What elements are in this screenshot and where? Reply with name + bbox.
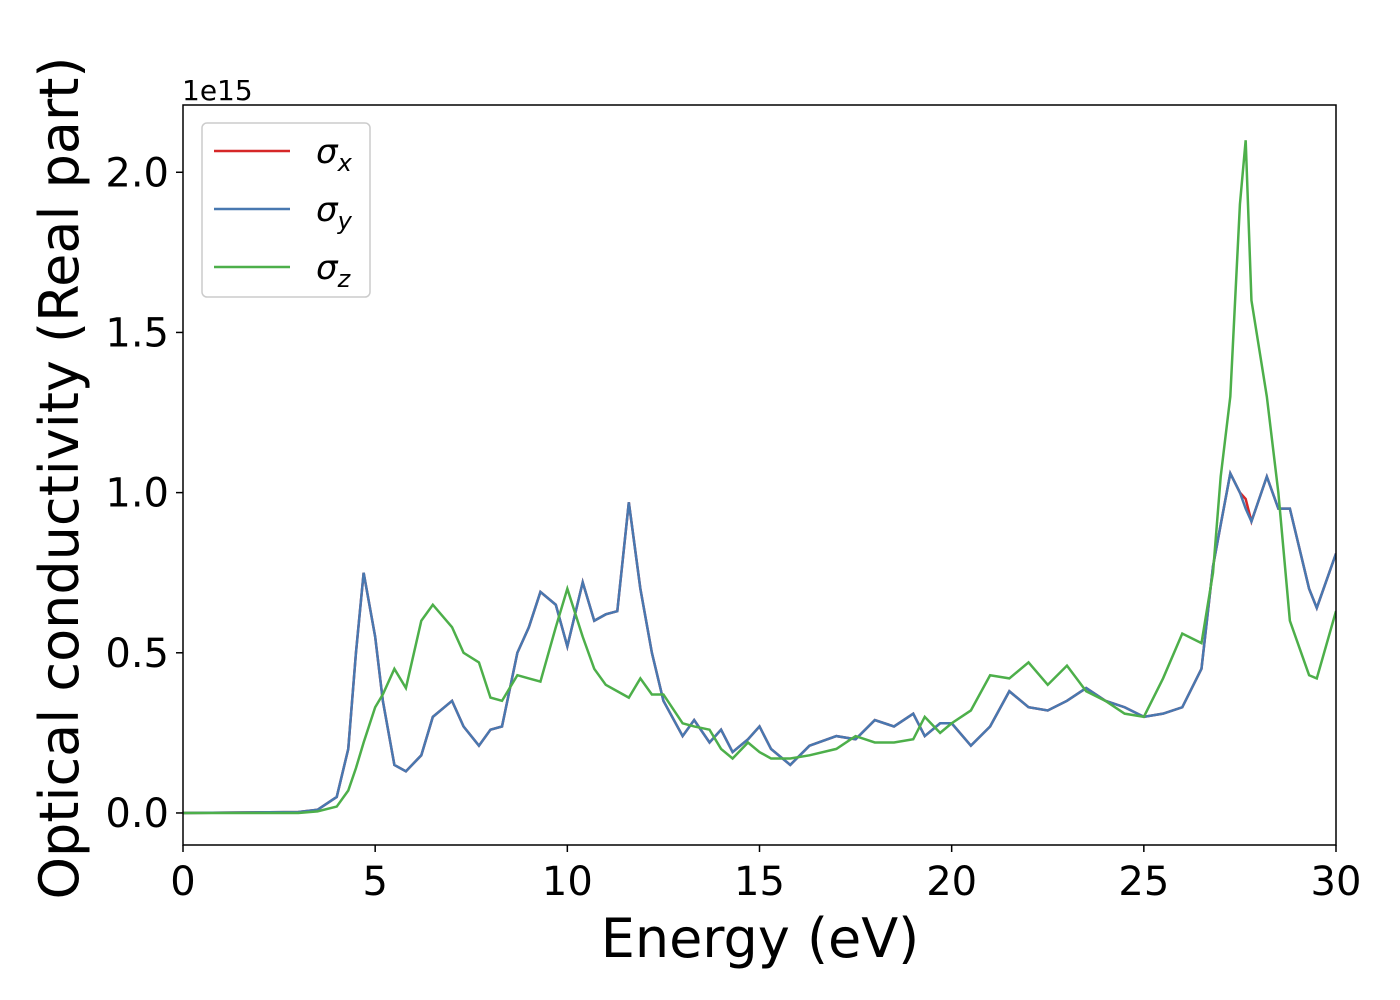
y-tick-label: 2.0 — [105, 150, 169, 196]
plot-frame — [182, 104, 1337, 846]
x-tick-label: 5 — [362, 859, 387, 905]
y-tick-label: 0.0 — [105, 791, 169, 837]
y-tick-label: 0.5 — [105, 631, 169, 677]
data-line — [183, 469, 1336, 815]
data-line — [183, 140, 1336, 815]
x-tick-label: 25 — [1118, 859, 1169, 905]
y-offset-label: 1e15 — [182, 74, 253, 107]
x-tick-label: 0 — [170, 859, 195, 905]
x-axis-label: Energy (eV) — [601, 907, 920, 970]
y-tick-label: 1.5 — [105, 310, 169, 356]
y-axis-label: Optical conductivity (Real part) — [28, 57, 91, 900]
x-tick-label: 20 — [926, 859, 977, 905]
legend-label: σz — [316, 248, 352, 293]
x-tick-label: 10 — [542, 859, 593, 905]
legend-label: σy — [316, 190, 353, 235]
y-tick-label: 1.0 — [105, 471, 169, 517]
x-tick-label: 30 — [1311, 859, 1362, 905]
legend-label: σx — [316, 132, 353, 177]
x-tick-label: 15 — [734, 859, 785, 905]
